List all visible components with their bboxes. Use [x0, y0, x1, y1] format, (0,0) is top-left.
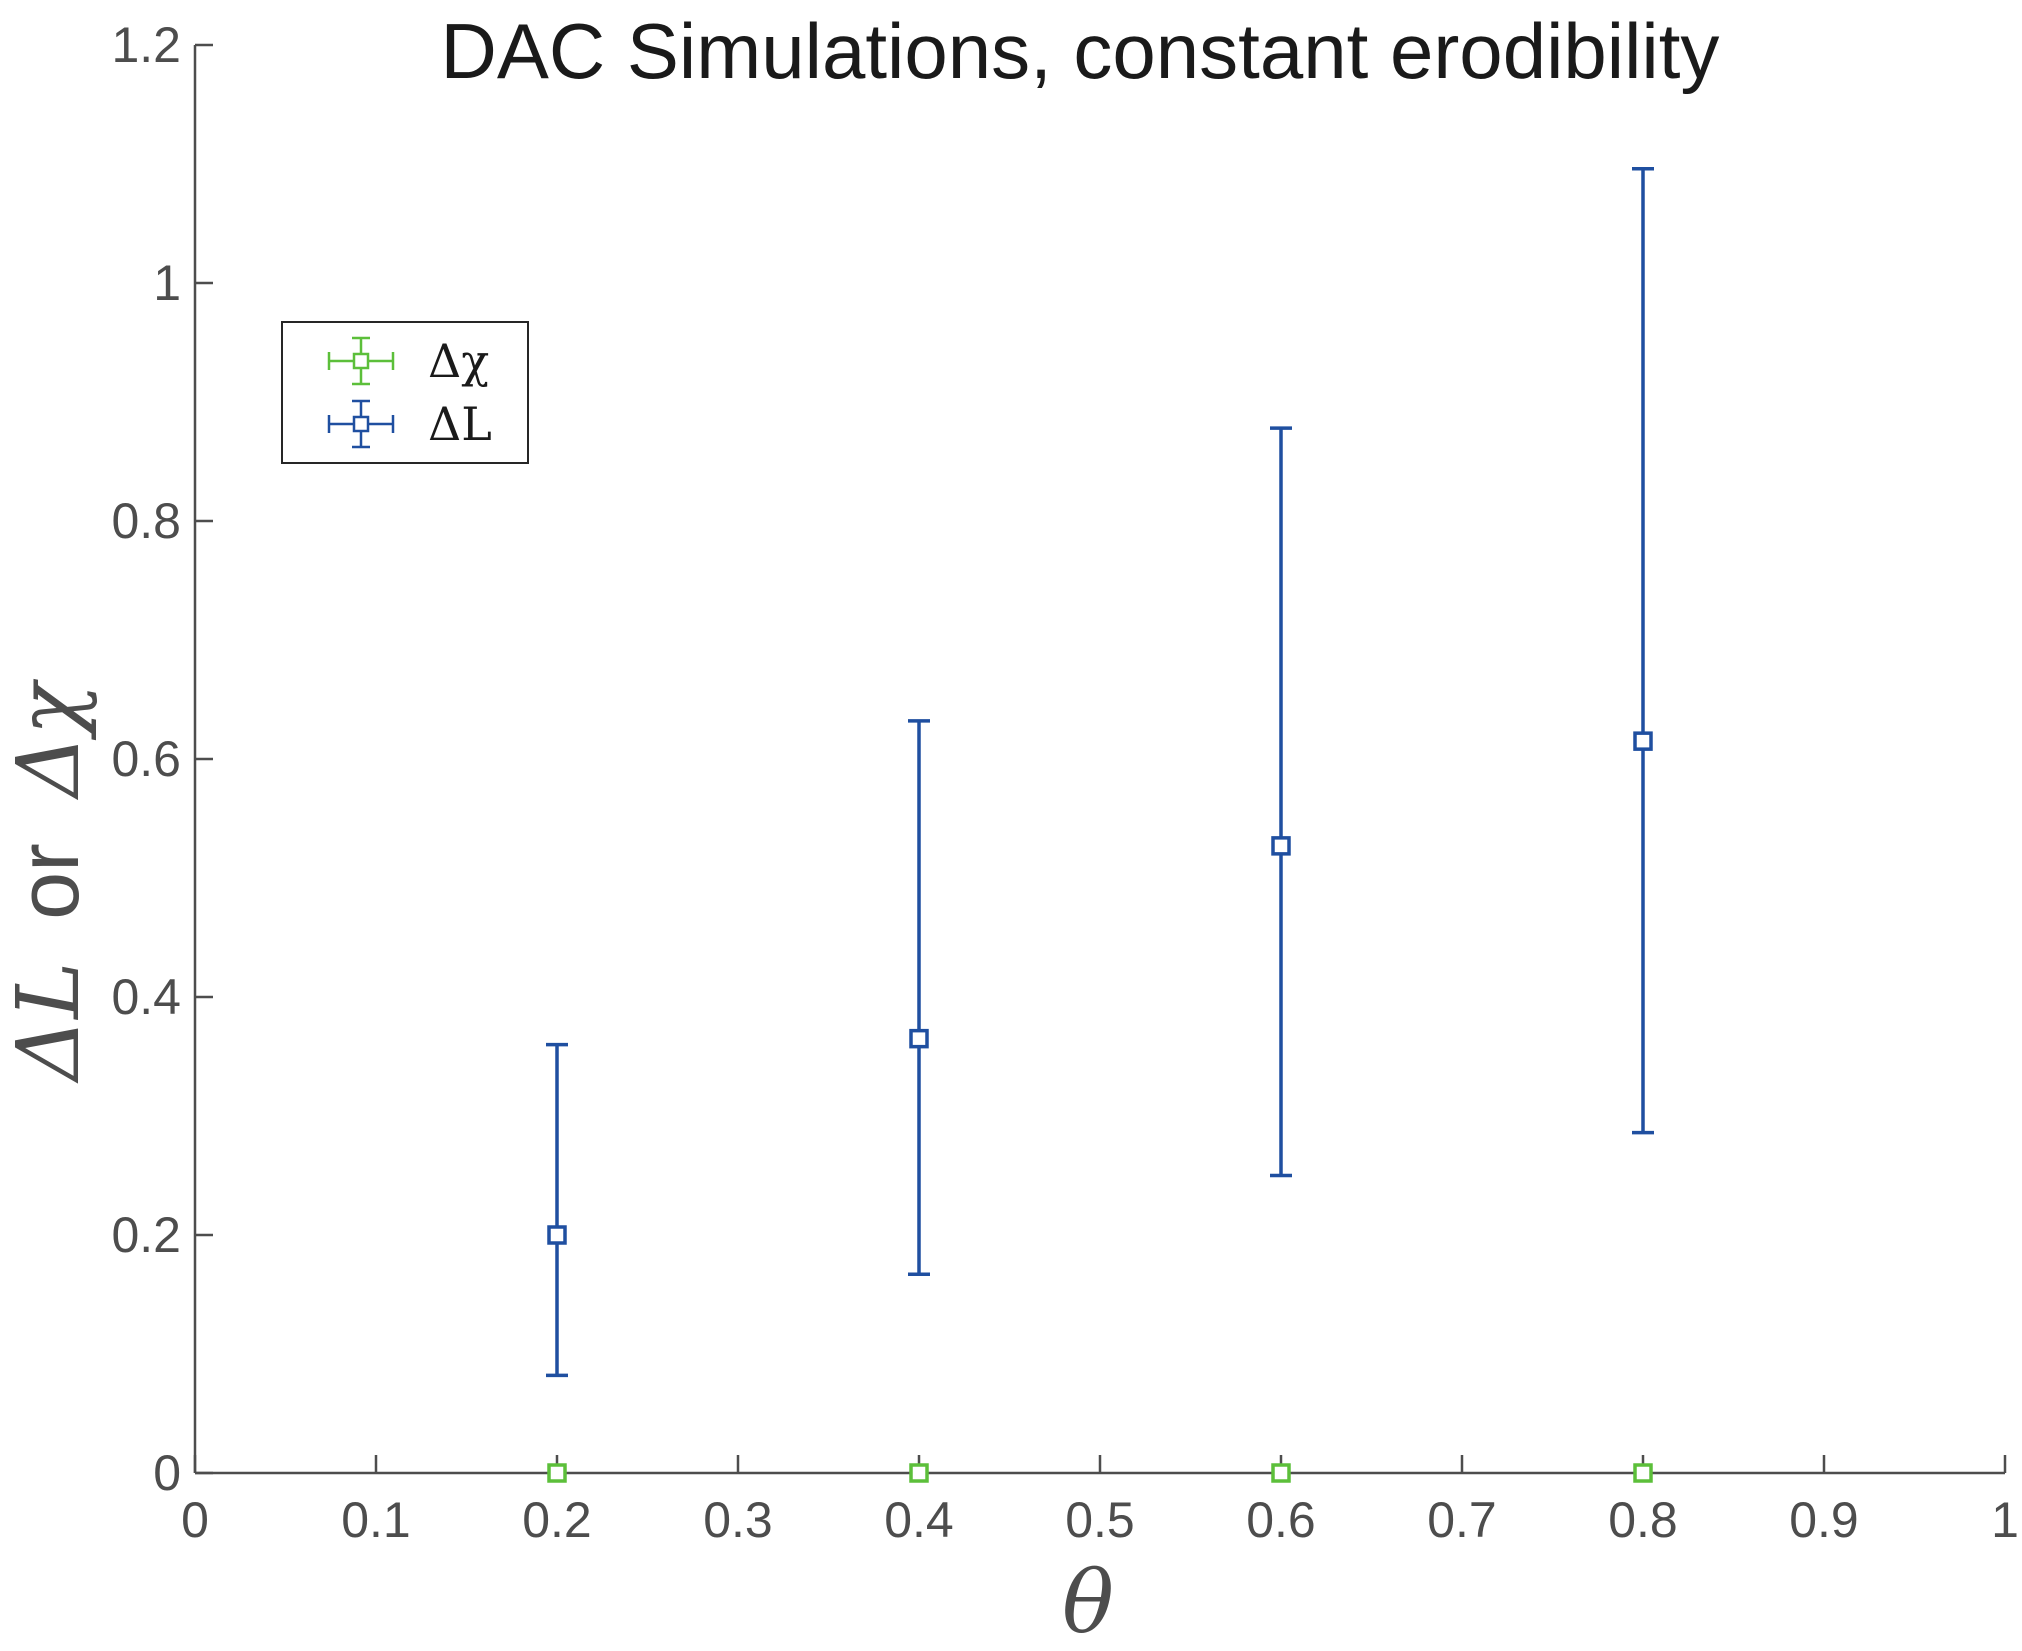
y-axis-label: ΔL or Δχ — [0, 678, 99, 1084]
y-tick-label: 0.2 — [111, 1207, 181, 1263]
x-tick-label: 0.7 — [1427, 1492, 1497, 1548]
y-axis-label-second-symbol: Δχ — [0, 678, 99, 800]
data-point — [547, 1225, 567, 1245]
legend-marker-square — [352, 352, 370, 370]
y-tick-label: 1.2 — [111, 17, 181, 73]
data-point — [547, 1463, 567, 1483]
series-1 — [546, 167, 1654, 1378]
legend: Δχ ΔL — [281, 321, 529, 464]
legend-item: ΔL — [327, 397, 492, 451]
x-tick-label: 0.2 — [522, 1492, 592, 1548]
plot-data — [546, 167, 1654, 1483]
data-point — [1633, 731, 1653, 751]
x-tick-label: 0.4 — [884, 1492, 954, 1548]
legend-label: ΔL — [428, 397, 492, 451]
legend-label: Δχ — [428, 334, 489, 388]
y-tick-label: 1 — [153, 255, 181, 311]
data-point — [1271, 836, 1291, 856]
x-axis-label: θ — [1062, 1553, 1114, 1651]
x-tick-label: 0.5 — [1065, 1492, 1135, 1548]
x-tick-label: 1 — [1991, 1492, 2019, 1548]
y-ticks: 0 0.2 0.4 0.6 0.8 1 1.2 — [111, 17, 213, 1501]
y-tick-label: 0.6 — [111, 731, 181, 787]
y-axis-label-first-symbol: ΔL — [0, 962, 99, 1084]
x-tick-label: 0.6 — [1246, 1492, 1316, 1548]
legend-box — [281, 321, 529, 464]
x-tick-label: 0.8 — [1608, 1492, 1678, 1548]
y-tick-label: 0.8 — [111, 493, 181, 549]
x-tick-label: 0 — [181, 1492, 209, 1548]
series-0 — [547, 1463, 1653, 1483]
axes — [193, 45, 2005, 1475]
data-point — [1271, 1463, 1291, 1483]
x-tick-label: 0.3 — [703, 1492, 773, 1548]
x-tick-label: 0.1 — [341, 1492, 411, 1548]
y-tick-label: 0 — [153, 1445, 181, 1501]
chart-title: DAC Simulations, constant erodibility — [441, 7, 1720, 95]
x-ticks: 0 0.1 0.2 0.3 0.4 0.5 0.6 0.7 0.8 0.9 1 — [181, 1455, 2019, 1548]
data-point — [909, 1028, 929, 1049]
data-point — [1633, 1463, 1653, 1483]
legend-item: Δχ — [327, 334, 489, 388]
legend-marker-square — [352, 415, 370, 433]
data-point — [909, 1463, 929, 1483]
x-tick-label: 0.9 — [1789, 1492, 1859, 1548]
y-tick-label: 0.4 — [111, 969, 181, 1025]
y-axis-label-connector: or — [1, 843, 97, 919]
